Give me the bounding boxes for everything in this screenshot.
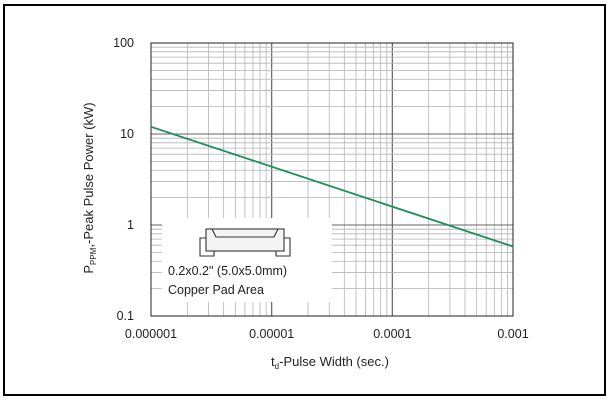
x-axis-label-rest: -Pulse Width (sec.) <box>279 354 389 369</box>
x-tick-label: 0.00001 <box>249 327 294 341</box>
annotation-line-1: 0.2x0.2" (5.0x5.0mm) <box>168 264 287 278</box>
y-tick-label: 10 <box>120 127 134 141</box>
y-axis-label-rest: ,-Peak Pulse Power (kW) <box>81 102 96 247</box>
x-tick-label: 0.001 <box>497 327 528 341</box>
y-axis-label-sub: PPM <box>89 247 98 265</box>
annotation-line-2: Copper Pad Area <box>168 283 264 297</box>
x-tick-label: 0.0001 <box>373 327 411 341</box>
y-tick-label: 0.1 <box>117 309 134 323</box>
y-tick-label: 100 <box>113 36 134 50</box>
x-axis-label: td-Pulse Width (sec.) <box>271 354 389 371</box>
y-axis-label-main: P <box>81 265 96 274</box>
y-tick-label: 1 <box>127 218 134 232</box>
copper-pad-annotation: 0.2x0.2" (5.0x5.0mm) Copper Pad Area <box>162 218 332 302</box>
y-axis-label: PPPM,-Peak Pulse Power (kW) <box>81 102 98 273</box>
x-tick-label: 0.000001 <box>125 327 177 341</box>
